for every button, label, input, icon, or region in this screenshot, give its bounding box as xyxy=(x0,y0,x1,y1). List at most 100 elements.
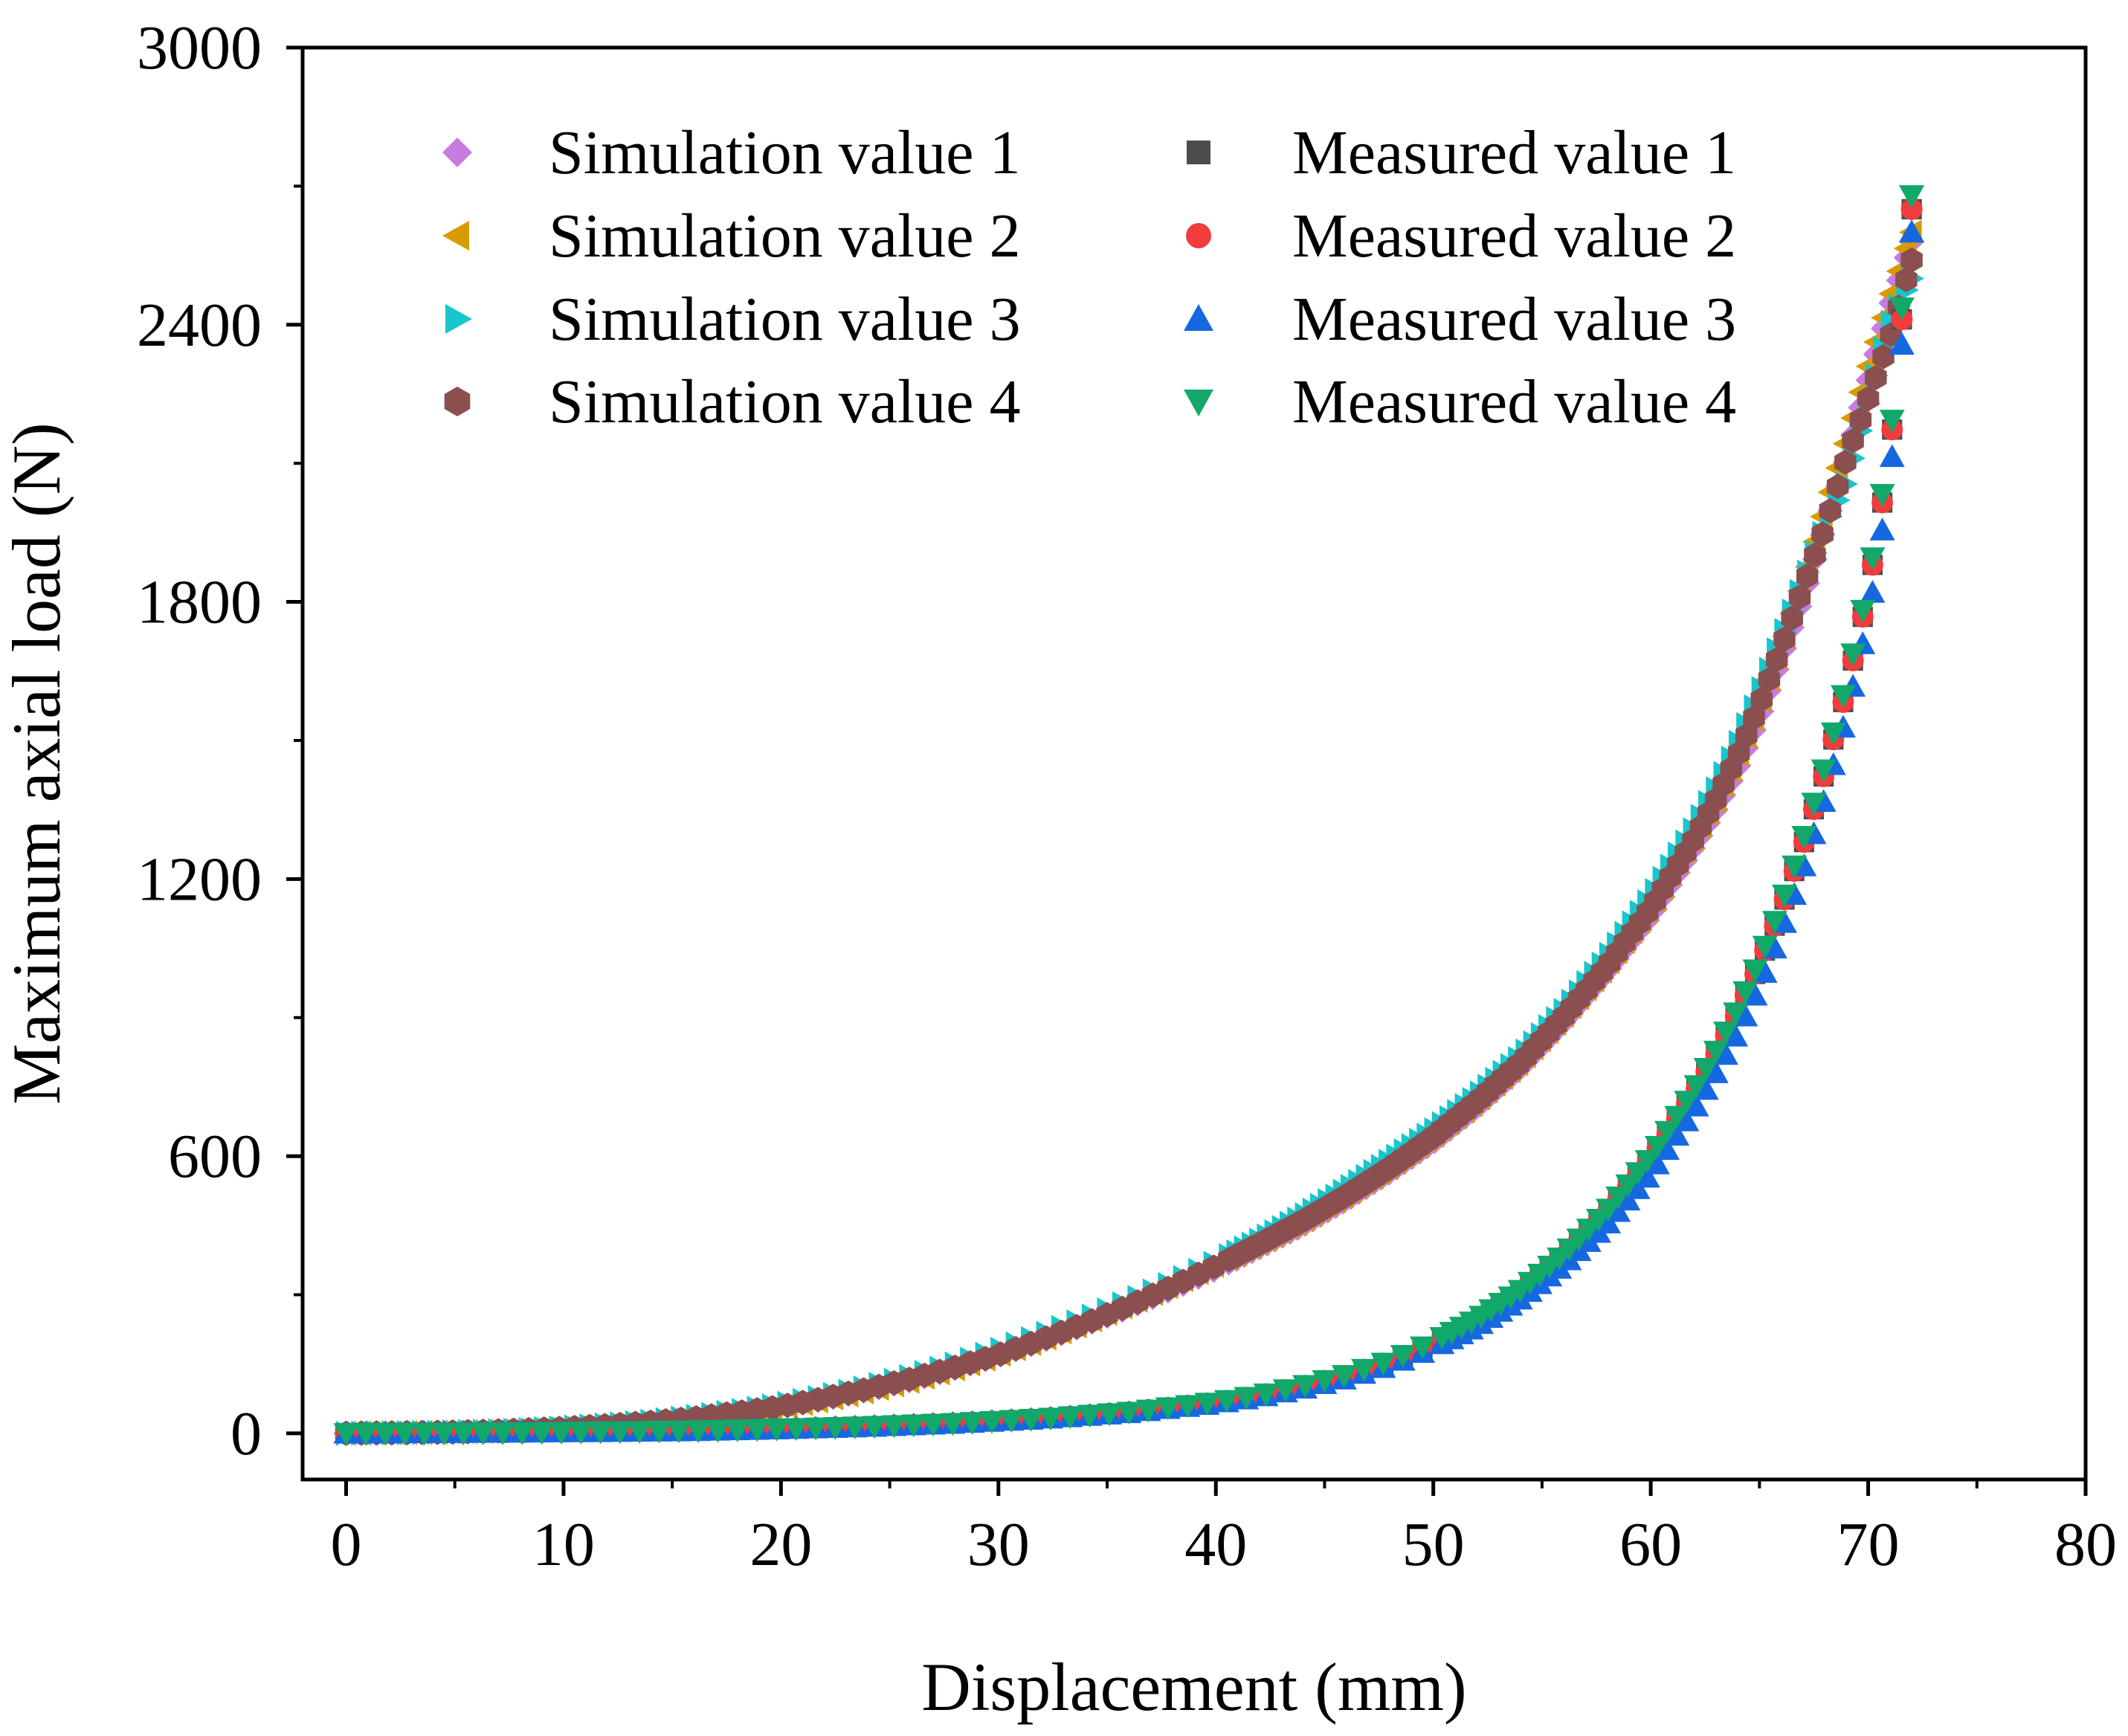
data-point xyxy=(1758,666,1781,692)
y-tick-label: 1800 xyxy=(137,568,262,637)
data-point xyxy=(724,1419,750,1442)
data-point xyxy=(1811,521,1834,547)
data-point xyxy=(627,1421,653,1444)
legend-label: Measured value 1 xyxy=(1292,118,1736,187)
data-point xyxy=(1811,759,1837,783)
y-tick-label: 2400 xyxy=(137,291,262,360)
data-point xyxy=(1703,1040,1729,1064)
data-point xyxy=(1761,935,1787,959)
data-point xyxy=(411,1422,437,1446)
data-point xyxy=(1664,1106,1690,1129)
data-point xyxy=(999,1410,1025,1433)
legend-item: Measured value 4 xyxy=(1184,367,1736,436)
data-point xyxy=(1194,1393,1220,1416)
data-point xyxy=(1292,1375,1318,1398)
data-point xyxy=(1782,855,1808,879)
legend-label: Simulation value 4 xyxy=(549,367,1021,436)
legend-label: Measured value 4 xyxy=(1292,367,1736,436)
data-point xyxy=(1615,1187,1641,1211)
data-point xyxy=(1703,1060,1729,1083)
data-point xyxy=(1713,1022,1739,1045)
x-tick-label: 40 xyxy=(1184,1510,1247,1579)
data-point xyxy=(1840,643,1866,667)
data-point xyxy=(1664,1123,1690,1146)
data-point xyxy=(1900,247,1923,273)
data-point xyxy=(1889,297,1915,320)
x-tick-label: 80 xyxy=(2054,1510,2117,1579)
data-point xyxy=(1895,267,1918,293)
data-point xyxy=(1899,219,1925,243)
data-point xyxy=(1596,1198,1622,1222)
data-point xyxy=(1879,444,1905,468)
data-point xyxy=(862,1416,888,1439)
data-point xyxy=(1796,563,1819,589)
data-point xyxy=(1615,1174,1641,1198)
data-point xyxy=(1879,410,1905,433)
data-point xyxy=(1742,959,1768,983)
data-point xyxy=(529,1422,555,1445)
data-point xyxy=(549,1422,575,1445)
data-point xyxy=(1869,484,1895,507)
data-point xyxy=(509,1422,535,1445)
data-point xyxy=(1077,1404,1103,1428)
legend-marker xyxy=(1184,304,1213,331)
legend-label: Measured value 2 xyxy=(1292,201,1736,271)
data-point xyxy=(1752,960,1778,983)
data-point xyxy=(1674,1108,1700,1132)
data-point xyxy=(1857,386,1880,412)
data-point xyxy=(1766,646,1788,672)
data-point xyxy=(1693,1077,1719,1100)
data-point xyxy=(1761,911,1787,934)
legend-marker xyxy=(1186,223,1211,248)
data-marks xyxy=(333,185,1925,1446)
y-tick-label: 600 xyxy=(168,1122,262,1191)
data-point xyxy=(1644,1135,1670,1159)
data-point xyxy=(1713,1042,1739,1065)
x-tick-label: 50 xyxy=(1402,1510,1465,1579)
data-point xyxy=(1654,1120,1680,1144)
data-point xyxy=(1889,332,1915,355)
data-point xyxy=(1723,1002,1749,1025)
data-point xyxy=(686,1420,712,1444)
data-point xyxy=(1234,1387,1260,1410)
data-point xyxy=(900,1414,926,1438)
data-point xyxy=(1819,497,1842,523)
legend-label: Simulation value 3 xyxy=(549,285,1021,354)
data-point xyxy=(1683,1093,1709,1117)
data-point xyxy=(1018,1409,1044,1432)
legend-label: Simulation value 2 xyxy=(549,201,1021,271)
data-point xyxy=(1596,1210,1622,1233)
data-point xyxy=(1830,685,1856,709)
y-tick-label: 0 xyxy=(230,1399,262,1468)
legend-label: Simulation value 1 xyxy=(549,118,1021,187)
data-point xyxy=(1732,1003,1758,1027)
data-point xyxy=(1773,626,1796,652)
data-point xyxy=(587,1421,613,1445)
data-point xyxy=(1743,705,1765,731)
data-point xyxy=(646,1421,672,1444)
legend: Simulation value 1 Simulation value 2 Simu… xyxy=(442,118,1736,436)
data-point xyxy=(1791,825,1817,849)
data-point xyxy=(1370,1352,1396,1376)
data-point xyxy=(1742,982,1768,1006)
data-point xyxy=(842,1416,868,1440)
data-point xyxy=(1826,474,1849,500)
data-point xyxy=(783,1418,809,1442)
legend-item: Measured value 2 xyxy=(1186,201,1736,271)
data-point xyxy=(451,1422,477,1446)
data-point xyxy=(764,1419,790,1442)
data-point xyxy=(1788,584,1811,610)
data-point xyxy=(1312,1369,1338,1393)
data-point xyxy=(1872,343,1895,370)
legend-marker xyxy=(445,304,472,334)
data-point xyxy=(607,1421,633,1445)
legend-item: Simulation value 2 xyxy=(442,201,1021,271)
data-point xyxy=(1116,1401,1142,1425)
data-point xyxy=(333,1423,359,1446)
legend-label: Measured value 3 xyxy=(1292,285,1736,354)
data-point xyxy=(1850,599,1876,623)
data-point xyxy=(1865,364,1887,390)
legend-item: Measured value 3 xyxy=(1184,285,1736,354)
data-point xyxy=(1771,884,1797,908)
data-point xyxy=(1605,1198,1631,1222)
